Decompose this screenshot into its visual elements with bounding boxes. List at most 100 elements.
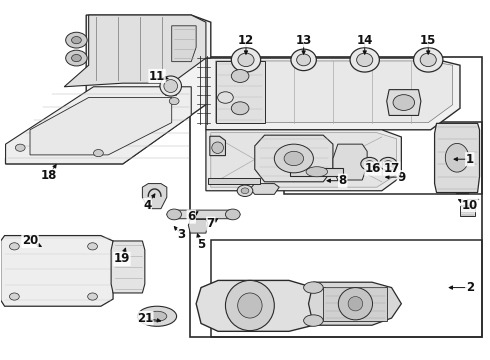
Bar [323,287,387,320]
Polygon shape [167,210,240,219]
Text: 8: 8 [339,174,347,187]
Text: 7: 7 [207,217,215,230]
Text: 14: 14 [357,33,373,47]
Text: 11: 11 [149,69,165,82]
Text: 13: 13 [295,33,312,47]
Bar [294,68,314,73]
Text: 10: 10 [462,199,478,212]
Polygon shape [0,235,113,306]
Text: 16: 16 [365,162,381,175]
Text: 6: 6 [187,210,196,223]
Ellipse shape [164,80,177,93]
Ellipse shape [212,142,223,153]
Ellipse shape [306,167,328,177]
Text: 4: 4 [143,199,151,212]
Bar [234,70,258,75]
Ellipse shape [72,54,81,62]
Text: 19: 19 [114,252,130,265]
Polygon shape [291,168,343,176]
Polygon shape [211,133,396,187]
Polygon shape [143,184,167,209]
Ellipse shape [296,54,311,66]
Polygon shape [208,178,260,184]
Ellipse shape [445,143,469,172]
Ellipse shape [304,315,323,326]
Ellipse shape [138,306,176,326]
Text: 17: 17 [384,162,400,175]
Polygon shape [309,282,401,325]
Ellipse shape [160,76,181,96]
Ellipse shape [238,53,254,67]
Polygon shape [210,136,225,156]
Ellipse shape [225,209,240,220]
Polygon shape [5,15,211,164]
Ellipse shape [274,144,314,173]
Ellipse shape [9,243,19,250]
Ellipse shape [238,293,262,318]
Ellipse shape [167,209,181,220]
Text: 9: 9 [397,171,406,184]
Polygon shape [188,220,208,233]
Ellipse shape [169,98,179,105]
Text: 2: 2 [466,281,474,294]
Ellipse shape [66,32,87,48]
Polygon shape [250,184,279,194]
Polygon shape [172,26,196,62]
Ellipse shape [420,53,436,67]
Ellipse shape [414,48,443,72]
Ellipse shape [241,188,249,194]
Text: 21: 21 [137,311,153,325]
Bar [211,240,482,337]
Bar [353,70,376,75]
Ellipse shape [291,49,317,71]
Ellipse shape [338,288,372,320]
Ellipse shape [66,50,87,66]
Ellipse shape [350,48,379,72]
Ellipse shape [379,157,397,170]
Polygon shape [111,241,145,293]
Bar [284,122,482,194]
Polygon shape [30,98,172,155]
Bar [460,206,475,216]
Polygon shape [64,15,206,87]
Ellipse shape [348,297,363,311]
Polygon shape [333,144,367,180]
Text: 3: 3 [177,228,186,241]
Text: 5: 5 [197,238,205,251]
Ellipse shape [304,282,323,293]
Polygon shape [216,61,265,123]
Ellipse shape [357,53,373,67]
Polygon shape [206,130,401,191]
Ellipse shape [9,293,19,300]
Ellipse shape [225,280,274,330]
Polygon shape [255,135,333,182]
Text: 15: 15 [420,33,437,47]
Polygon shape [206,58,460,130]
Text: 20: 20 [22,234,38,247]
Text: 18: 18 [40,169,57,182]
Ellipse shape [237,185,253,197]
Polygon shape [5,87,191,164]
Ellipse shape [231,102,249,115]
Ellipse shape [15,144,25,151]
Ellipse shape [231,48,261,72]
Ellipse shape [365,161,374,167]
Ellipse shape [94,149,103,157]
Ellipse shape [88,293,98,300]
Ellipse shape [231,69,249,82]
Bar [190,57,482,337]
Polygon shape [196,280,323,331]
Ellipse shape [147,311,167,321]
Ellipse shape [384,161,392,167]
Text: 1: 1 [466,153,474,166]
Polygon shape [216,61,453,123]
Polygon shape [435,123,480,193]
Polygon shape [387,90,421,116]
Ellipse shape [218,92,233,103]
Bar [416,70,440,75]
Ellipse shape [361,157,378,170]
Ellipse shape [393,95,415,111]
Ellipse shape [88,243,98,250]
Ellipse shape [284,151,304,166]
Text: 12: 12 [238,33,254,47]
